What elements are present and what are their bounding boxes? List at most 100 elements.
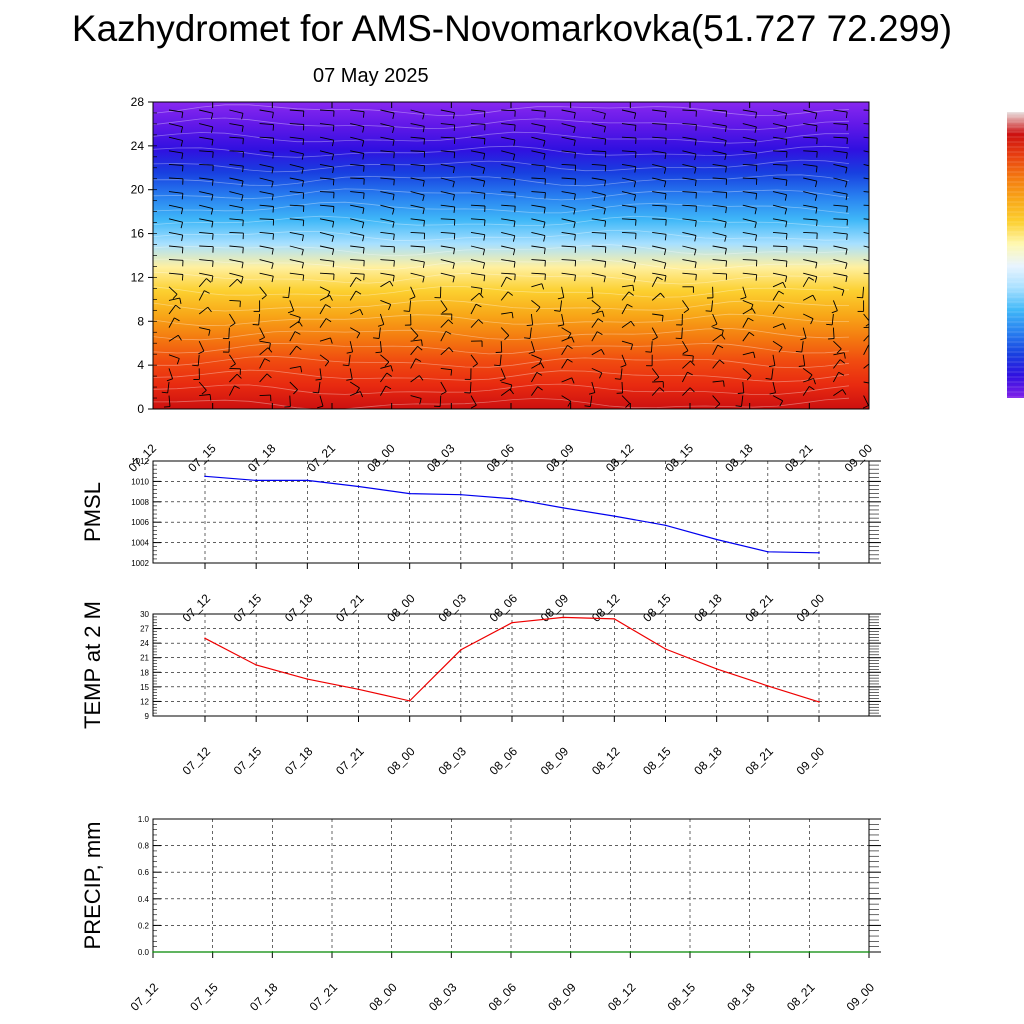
- wind-barb-flag: [302, 110, 305, 118]
- x-tick-label: 08_03: [435, 744, 469, 778]
- wind-barb: [289, 245, 304, 250]
- wind-barb: [410, 109, 425, 114]
- wind-barb-flag: [755, 234, 758, 241]
- wind-barb-flag: [272, 233, 274, 240]
- wind-barb-flag: [755, 247, 758, 254]
- wind-barb-flag: [181, 112, 184, 119]
- wind-barb-flag: [392, 139, 395, 146]
- wind-barb: [682, 136, 697, 140]
- wind-barb: [319, 150, 334, 155]
- wind-barb-flag: [174, 317, 180, 322]
- wind-barb-flag: [478, 292, 484, 298]
- wind-barb: [470, 286, 482, 289]
- contour-line: [153, 188, 850, 201]
- wind-barb: [168, 368, 174, 379]
- wind-barb: [501, 163, 515, 168]
- y-axis-title: TEMP at 2 M: [80, 601, 105, 729]
- wind-barb-flag: [543, 140, 546, 147]
- wind-barb: [229, 245, 244, 248]
- wind-barb-flag: [846, 152, 848, 159]
- wind-barb: [350, 218, 364, 223]
- wind-barb-flag: [331, 248, 335, 255]
- wind-barb: [591, 136, 606, 140]
- wind-barb: [228, 385, 235, 396]
- wind-barb: [712, 245, 727, 249]
- y-tick-label: 12: [131, 270, 145, 284]
- data-point: [255, 479, 257, 482]
- wind-barb: [229, 136, 244, 139]
- data-point: [357, 688, 360, 691]
- wind-barb: [561, 377, 572, 383]
- wind-barb-flag: [782, 282, 786, 288]
- wind-barb: [440, 136, 455, 139]
- contour-lines: [153, 104, 850, 409]
- data-point: [152, 951, 154, 953]
- wind-barb: [530, 341, 536, 352]
- wind-barb: [168, 304, 176, 315]
- y-tick-label: 1006: [131, 518, 149, 527]
- y-tick-label: 24: [140, 639, 149, 648]
- wind-barb-flag: [478, 319, 484, 324]
- wind-barb-flag: [737, 392, 744, 394]
- wind-barb: [833, 109, 848, 113]
- wind-barb-flag: [808, 374, 813, 380]
- wind-barb: [440, 272, 455, 277]
- wind-barb-flag: [584, 405, 591, 407]
- wind-barb-flag: [604, 180, 607, 187]
- wind-barb: [742, 299, 754, 305]
- wind-barb-flag: [601, 310, 605, 317]
- wind-barb-flag: [450, 369, 453, 376]
- wind-barb: [803, 109, 817, 114]
- wind-barb-flag: [635, 151, 637, 158]
- wind-barb-flag: [180, 222, 184, 229]
- wind-barb: [561, 231, 576, 235]
- x-tick-label: 07_21: [307, 980, 341, 1014]
- wind-barb: [259, 150, 274, 153]
- wind-barb-flag: [441, 309, 448, 314]
- wind-barb-flag: [785, 261, 788, 268]
- precipitation-chart: 0.0 0.2 0.4 0.6 0.8 1.0 07_12 07_15 07_18 07_21 08…: [80, 815, 881, 1014]
- wind-barb: [289, 365, 301, 369]
- x-tick-label: 08_15: [663, 441, 697, 475]
- wind-barb-flag: [839, 359, 846, 364]
- wind-barb: [652, 231, 667, 235]
- wind-barb: [682, 272, 697, 275]
- wind-barb-flag: [528, 351, 535, 354]
- contour-line: [153, 117, 850, 131]
- contour-line: [153, 229, 850, 242]
- y-tick-label: 0.2: [138, 921, 150, 930]
- wind-barb: [772, 323, 784, 329]
- wind-barb: [380, 354, 390, 363]
- wind-barb: [440, 191, 455, 196]
- wind-barb-flag: [422, 180, 425, 187]
- wind-barb-flag: [625, 403, 631, 408]
- wind-barb: [742, 191, 757, 194]
- wind-barb-flag: [332, 221, 335, 228]
- wind-barb: [259, 177, 274, 182]
- wind-barb-flag: [747, 317, 754, 322]
- wind-barb-flag: [392, 221, 395, 228]
- wind-barb-flag: [179, 298, 182, 304]
- wind-barb: [803, 204, 818, 209]
- wind-barb: [862, 286, 865, 298]
- wind-barb: [772, 191, 787, 196]
- wind-barb: [803, 231, 818, 234]
- wind-barb: [470, 163, 485, 169]
- contour-line: [153, 313, 849, 327]
- wind-barb: [531, 245, 546, 249]
- wind-barb-flag: [472, 363, 478, 368]
- y-tick-label: 1008: [131, 498, 149, 507]
- wind-barb-flag: [544, 111, 546, 118]
- wind-barb-flag: [524, 337, 531, 339]
- wind-barb-flag: [660, 292, 665, 298]
- wind-barb-flag: [282, 296, 289, 299]
- data-point: [629, 951, 632, 953]
- wind-barb: [350, 259, 365, 261]
- wind-barb: [742, 231, 757, 236]
- wind-barb: [289, 321, 300, 328]
- wind-barb: [259, 245, 274, 250]
- y-axis-title: PMSL: [80, 482, 105, 542]
- wind-barb: [621, 177, 636, 182]
- wind-barb-flag: [735, 405, 742, 407]
- wind-barb-flag: [601, 349, 605, 355]
